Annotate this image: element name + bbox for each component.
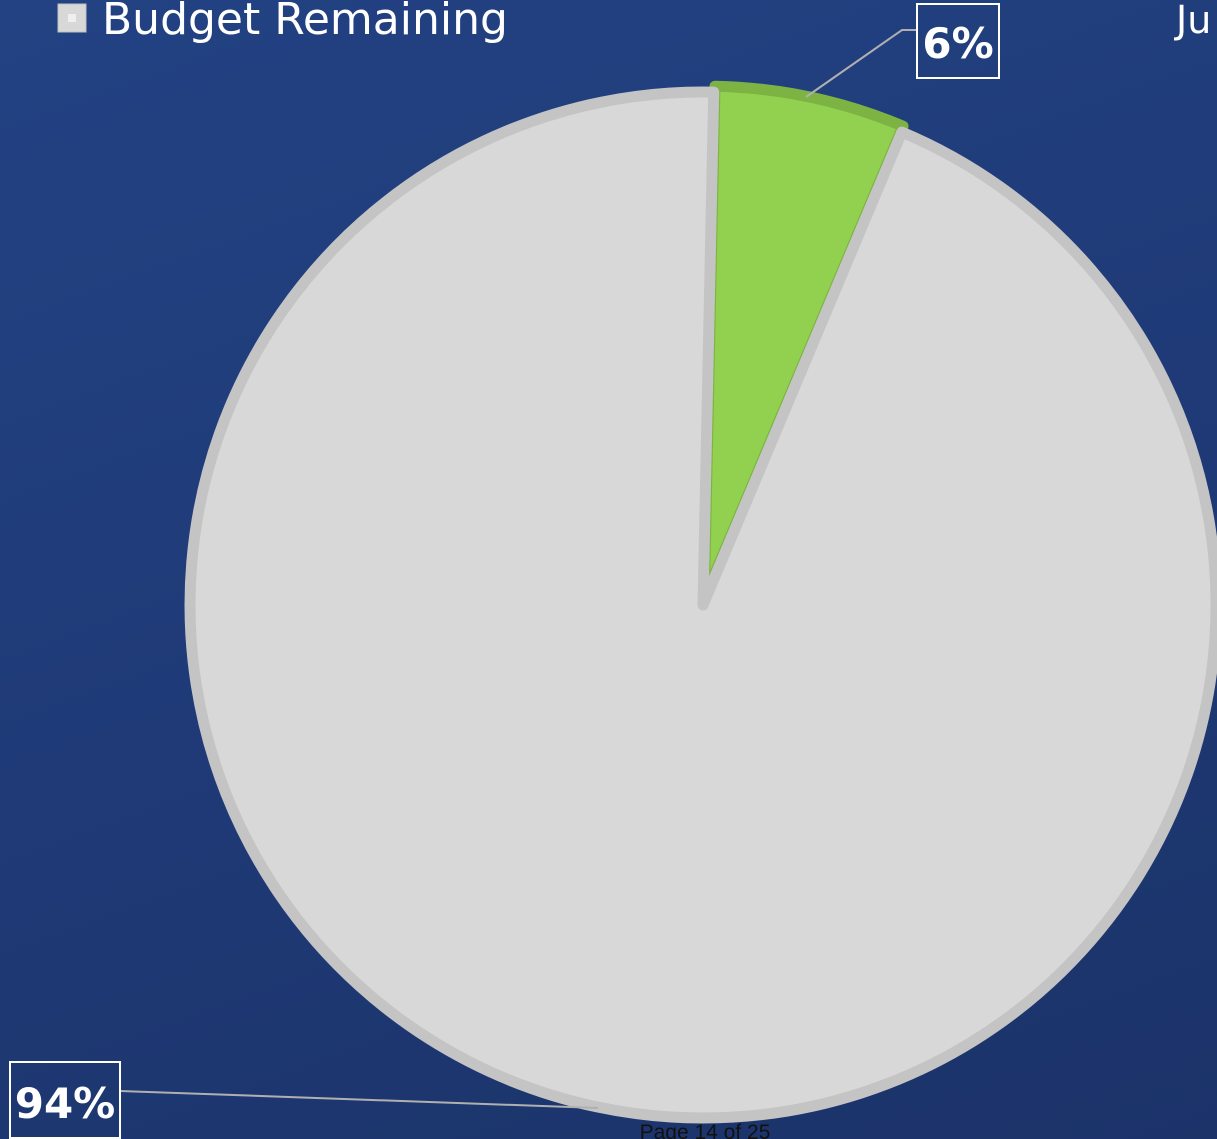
pie-slice-2 (190, 92, 1216, 1118)
legend-swatch-marker (68, 14, 76, 22)
leader-line-slice-2 (120, 1091, 598, 1108)
legend-label-budget-remaining: Budget Remaining (102, 0, 508, 45)
data-label-2: 94% (15, 1079, 116, 1128)
data-label-1: 6% (922, 19, 993, 68)
data-label-94pct: 94% (10, 1062, 120, 1138)
legend: Budget Remaining (58, 0, 508, 45)
leader-line-slice-1 (806, 30, 918, 97)
data-label-6pct: 6% (917, 4, 999, 78)
truncated-heading-text: Ju (1174, 0, 1211, 42)
page-number: Page 14 of 25 (640, 1121, 771, 1139)
pie-slices (190, 86, 1216, 1118)
